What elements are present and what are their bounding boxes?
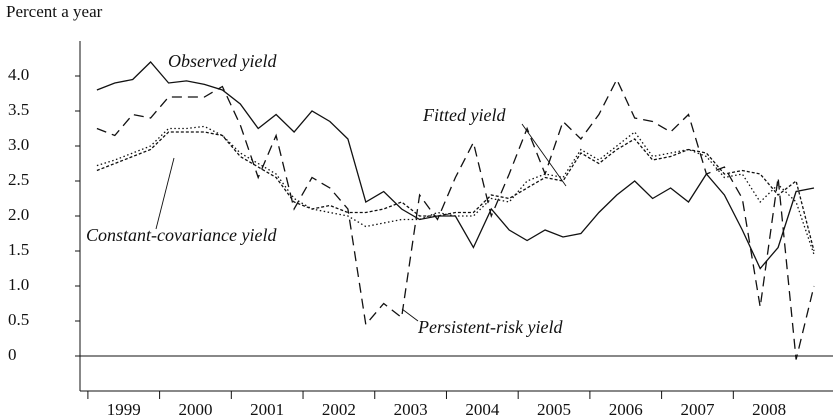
y-tick-label: 4.0 — [8, 65, 29, 84]
x-tick-label: 2007 — [680, 400, 715, 419]
label-pointer — [401, 308, 419, 322]
y-tick-label: 0 — [8, 345, 17, 364]
x-tick-label: 2005 — [537, 400, 571, 419]
series-label: Constant-covariance yield — [86, 225, 277, 245]
x-tick-label: 2004 — [465, 400, 500, 419]
x-tick-label: 2002 — [322, 400, 356, 419]
y-tick-label: 2.0 — [8, 205, 29, 224]
y-tick-label: 3.5 — [8, 100, 29, 119]
y-tick-label: 3.0 — [8, 135, 29, 154]
y-tick-label: 1.0 — [8, 275, 29, 294]
y-tick-label: 0.5 — [8, 310, 29, 329]
y-tick-label: 1.5 — [8, 240, 29, 259]
y-axis-label: Percent a year — [6, 2, 103, 21]
label-pointer — [521, 123, 567, 187]
x-tick-label: 2000 — [178, 400, 212, 419]
x-tick-label: 2003 — [394, 400, 428, 419]
series-label: Observed yield — [168, 51, 277, 71]
line-series — [96, 78, 815, 360]
series-label: Fitted yield — [422, 105, 506, 125]
series-label: Persistent-risk yield — [417, 317, 563, 337]
label-pointer — [155, 157, 175, 230]
x-tick-label: 2006 — [609, 400, 643, 419]
x-tick-label: 2001 — [250, 400, 284, 419]
x-tick-label: 2008 — [752, 400, 786, 419]
line-series — [96, 125, 815, 255]
y-tick-label: 2.5 — [8, 170, 29, 189]
x-tick-label: 1999 — [107, 400, 141, 419]
line-series — [96, 131, 815, 252]
